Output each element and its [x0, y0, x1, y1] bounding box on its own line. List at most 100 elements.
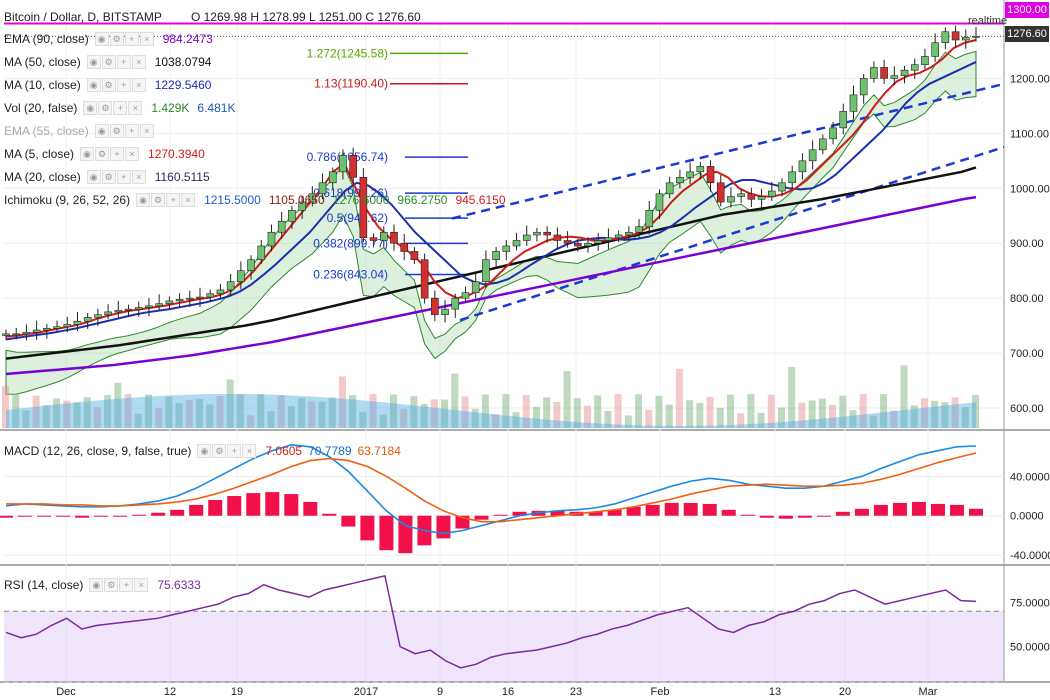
- gear-icon[interactable]: ⚙: [104, 578, 119, 592]
- macd-tick-label: 40.0000: [1010, 471, 1050, 483]
- macd-histogram-bar: [588, 511, 603, 516]
- eye-icon[interactable]: ◉: [94, 32, 109, 46]
- volume-bar: [757, 413, 765, 428]
- close-icon[interactable]: ×: [139, 32, 154, 46]
- candle-body: [175, 298, 184, 302]
- macd-legend-name[interactable]: MACD (12, 26, close, 9, false, true): [4, 444, 192, 458]
- eye-icon[interactable]: ◉: [94, 124, 109, 138]
- gear-icon[interactable]: ⚙: [98, 101, 113, 115]
- volume-bar: [410, 396, 418, 428]
- legend-value: 984.2473: [162, 32, 213, 46]
- volume-bar: [42, 405, 50, 428]
- close-icon[interactable]: ×: [242, 444, 257, 458]
- ma10-line: [5, 61, 977, 341]
- volume-bar: [2, 386, 9, 428]
- eye-icon[interactable]: ◉: [80, 147, 95, 161]
- macd-legend: MACD (12, 26, close, 9, false, true) ◉ ⚙ +…: [4, 442, 407, 460]
- candle-body: [941, 31, 950, 44]
- plus-icon[interactable]: +: [116, 170, 131, 184]
- trend-channel-upper: [451, 82, 1005, 220]
- time-tick-label: Dec: [56, 686, 76, 698]
- volume-bar: [584, 405, 591, 428]
- gear-icon[interactable]: ⚙: [151, 193, 166, 207]
- candle-body: [185, 297, 194, 300]
- candle-body: [737, 193, 745, 197]
- symbol-title[interactable]: Bitcoin / Dollar, D, BITSTAMP: [4, 10, 162, 24]
- ma50-line: [5, 166, 977, 360]
- close-icon[interactable]: ×: [125, 147, 140, 161]
- candle-body: [788, 171, 797, 184]
- plus-icon[interactable]: +: [166, 193, 181, 207]
- volume-bar: [563, 371, 571, 428]
- price-tick-label: 600.00: [1010, 403, 1044, 415]
- plus-icon[interactable]: +: [113, 101, 128, 115]
- rsi-legend-values: 75.6333: [157, 578, 206, 592]
- legend-indicator-name[interactable]: Vol (20, false): [4, 101, 78, 115]
- plus-icon[interactable]: +: [124, 32, 139, 46]
- gear-icon[interactable]: ⚙: [95, 147, 110, 161]
- eye-icon[interactable]: ◉: [86, 55, 101, 69]
- volume-bar: [430, 399, 438, 428]
- volume-bar: [492, 414, 500, 428]
- macd-tick-label: 0.0000: [1010, 511, 1044, 523]
- volume-bar: [369, 394, 377, 428]
- legend-value: 1.429K: [151, 101, 190, 115]
- legend-indicator-name[interactable]: MA (20, close): [4, 170, 81, 184]
- close-icon[interactable]: ×: [131, 170, 146, 184]
- macd-histogram-bar: [208, 499, 223, 516]
- legend-indicator-name[interactable]: EMA (90, close): [4, 32, 89, 46]
- volume-bar: [706, 396, 714, 428]
- gear-icon[interactable]: ⚙: [101, 78, 116, 92]
- macd-histogram-bar: [512, 511, 527, 516]
- gear-icon[interactable]: ⚙: [212, 444, 227, 458]
- gear-icon[interactable]: ⚙: [101, 55, 116, 69]
- eye-icon[interactable]: ◉: [83, 101, 98, 115]
- eye-icon[interactable]: ◉: [136, 193, 151, 207]
- legend-indicator-name[interactable]: EMA (55, close): [4, 124, 89, 138]
- time-tick-label: 2017: [354, 686, 378, 698]
- time-tick-label: Feb: [651, 686, 670, 698]
- volume-bar: [257, 394, 265, 428]
- volume-bar: [910, 405, 918, 428]
- rsi-legend-name[interactable]: RSI (14, close): [4, 578, 84, 592]
- close-icon[interactable]: ×: [131, 78, 146, 92]
- eye-icon[interactable]: ◉: [197, 444, 212, 458]
- candle-body: [727, 196, 735, 203]
- legend-value: 1215.5000: [204, 193, 261, 207]
- legend-value: 966.2750: [397, 193, 448, 207]
- close-icon[interactable]: ×: [181, 193, 196, 207]
- close-icon[interactable]: ×: [128, 101, 143, 115]
- candle-body: [308, 193, 317, 203]
- candle-body: [226, 281, 235, 291]
- plus-icon[interactable]: +: [227, 444, 242, 458]
- legend-indicator-name[interactable]: MA (50, close): [4, 55, 81, 69]
- macd-histogram-bar: [683, 502, 698, 516]
- plus-icon[interactable]: +: [124, 124, 139, 138]
- eye-icon[interactable]: ◉: [86, 170, 101, 184]
- macd-histogram-bar: [740, 514, 755, 516]
- time-tick-label: 23: [570, 686, 582, 698]
- volume-bar: [338, 376, 346, 428]
- plus-icon[interactable]: +: [116, 55, 131, 69]
- plus-icon[interactable]: +: [110, 147, 125, 161]
- legend-row: EMA (55, close) ◉ ⚙ + ×: [4, 122, 155, 140]
- gear-icon[interactable]: ⚙: [109, 124, 124, 138]
- plus-icon[interactable]: +: [119, 578, 134, 592]
- plus-icon[interactable]: +: [116, 78, 131, 92]
- candle-body: [410, 251, 419, 261]
- close-icon[interactable]: ×: [139, 124, 154, 138]
- close-icon[interactable]: ×: [134, 578, 149, 592]
- gear-icon[interactable]: ⚙: [101, 170, 116, 184]
- volume-bar: [267, 411, 275, 428]
- legend-indicator-name[interactable]: Ichimoku (9, 26, 52, 26): [4, 193, 131, 207]
- eye-icon[interactable]: ◉: [89, 578, 104, 592]
- macd-histogram-bar: [341, 515, 356, 527]
- legend-indicator-name[interactable]: MA (10, close): [4, 78, 81, 92]
- volume-bar: [880, 394, 888, 428]
- eye-icon[interactable]: ◉: [86, 78, 101, 92]
- legend-indicator-name[interactable]: MA (5, close): [4, 147, 75, 161]
- gear-icon[interactable]: ⚙: [109, 32, 124, 46]
- close-icon[interactable]: ×: [131, 55, 146, 69]
